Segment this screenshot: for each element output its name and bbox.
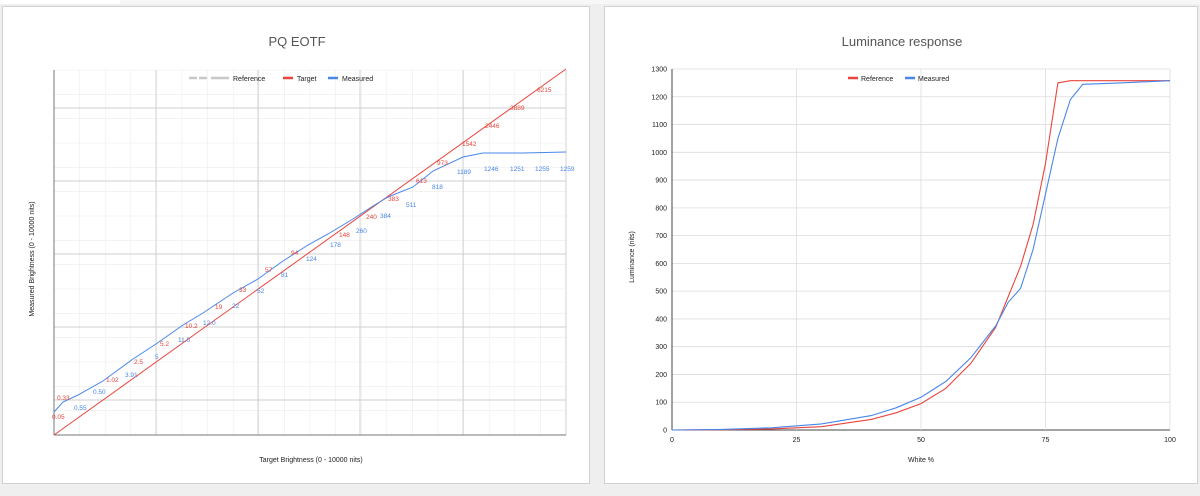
y-tick-label: 0 [663, 428, 667, 435]
measured-data-label: 1255 [535, 166, 550, 173]
target-data-label: 1.02 [106, 377, 119, 384]
y-tick-label: 800 [655, 205, 667, 212]
legend-label: Reference [861, 76, 893, 83]
measured-data-label: 818 [432, 184, 443, 191]
series-lines [671, 80, 1171, 431]
measured-data-label: 511 [406, 202, 417, 209]
measured-data-label: 12.0 [203, 320, 216, 327]
measured-data-label: 22 [232, 303, 240, 310]
target-data-label: 973 [437, 160, 448, 167]
x-tick-label: 75 [1042, 437, 1050, 444]
target-data-label: 1542 [462, 141, 477, 148]
measured-data-label: 1189 [457, 169, 471, 176]
luminance-response-chart-panel: Luminance response 0 100 200 300 400 500 600 70… [604, 6, 1198, 484]
y-tick-label: 600 [655, 261, 667, 268]
target-data-label: 57 [265, 267, 273, 274]
y-tick-label: 100 [655, 400, 667, 407]
target-data-label: 94 [291, 250, 299, 257]
y-tick-label: 200 [655, 372, 667, 379]
measured-data-label: 1259 [560, 166, 575, 173]
data-labels: 0.05 0.33 1.02 2.5 5.2 10.2 19 33 57 94 148 240 383 6… [52, 87, 575, 421]
y-tick-label: 1200 [651, 94, 667, 101]
measured-data-label: 260 [356, 228, 367, 235]
x-tick-label: 100 [1164, 437, 1176, 444]
y-tick-label: 1000 [651, 150, 667, 157]
x-tick-label: 0 [670, 437, 674, 444]
target-line [53, 68, 567, 436]
measured-data-label: 0.55 [74, 405, 87, 412]
luminance-response-chart: Luminance response 010020030040050060070… [629, 34, 1176, 464]
target-data-label: 0.33 [57, 395, 70, 402]
y-tick-label: 1100 [652, 122, 667, 129]
target-data-label: 19 [215, 304, 223, 311]
x-axis-title: Target Brightness (0 - 10000 nits) [259, 457, 363, 464]
tick-labels: 0100200300400500600700800900100011001200… [651, 67, 1176, 445]
target-data-label: 5.2 [160, 341, 169, 348]
legend-label: Measured [918, 76, 949, 83]
series-line-measured [671, 80, 1171, 431]
measured-data-label: 5 [155, 354, 159, 361]
series-line-reference [671, 80, 1170, 431]
y-tick-label: 1300 [651, 67, 667, 74]
measured-data-label: 1251 [510, 166, 525, 173]
measured-data-label: 384 [380, 213, 391, 220]
target-data-label: 383 [388, 196, 399, 203]
series-lines [53, 68, 567, 436]
y-axis-title: Luminance (nits) [629, 231, 636, 283]
pq-eotf-chart-panel: PQ EOTF Reference Target Measured 0.05 0.33… [2, 6, 590, 484]
grid [671, 68, 1171, 431]
target-data-label: 613 [416, 178, 427, 185]
y-tick-label: 900 [655, 178, 667, 185]
legend-label: Target [297, 76, 317, 83]
target-data-label: 2.5 [134, 359, 143, 366]
y-axis-title: Measured Brightness (0 - 10000 nits) [29, 201, 36, 316]
target-data-label: 148 [339, 232, 350, 239]
target-data-label: 3889 [510, 105, 525, 112]
legend: Reference Measured [848, 76, 949, 83]
y-tick-label: 300 [655, 344, 667, 351]
target-data-label: 6215 [537, 87, 552, 94]
axes [53, 70, 566, 436]
target-data-label: 33 [239, 287, 247, 294]
measured-data-label: 11.0 [178, 337, 191, 344]
measured-data-label: 124 [306, 256, 317, 263]
target-data-label: 10.2 [185, 323, 198, 330]
measured-data-label: 81 [281, 272, 289, 279]
target-data-label: 0.05 [52, 414, 65, 421]
legend-label: Reference [233, 76, 265, 83]
pq-eotf-chart: PQ EOTF Reference Target Measured 0.05 0.33… [29, 34, 575, 464]
y-tick-label: 500 [655, 289, 667, 296]
measured-data-label: 178 [330, 242, 341, 249]
legend: Reference Target Measured [189, 76, 373, 83]
x-tick-label: 50 [917, 437, 925, 444]
target-data-label: 2446 [485, 123, 500, 130]
top-cell [0, 0, 120, 4]
target-data-label: 240 [366, 214, 377, 221]
y-tick-label: 700 [655, 233, 667, 240]
legend-label: Measured [342, 76, 373, 83]
measured-data-label: 3.91 [125, 372, 138, 379]
x-axis-title: White % [908, 457, 934, 464]
chart-title: PQ EOTF [268, 34, 325, 49]
measured-data-label: 52 [257, 288, 265, 295]
chart-title: Luminance response [842, 34, 963, 49]
measured-line [53, 151, 567, 413]
x-tick-label: 25 [793, 437, 801, 444]
top-strip [0, 0, 1200, 4]
measured-data-label: 0.50 [93, 389, 106, 396]
y-tick-label: 400 [655, 316, 667, 323]
measured-data-label: 1246 [484, 166, 499, 173]
